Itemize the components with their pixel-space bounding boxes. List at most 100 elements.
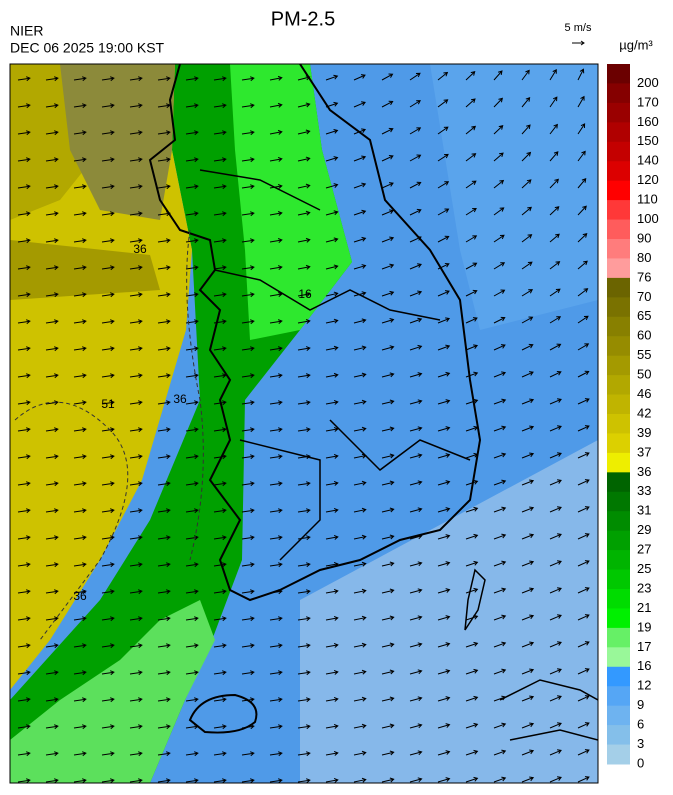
wind-arrow [129, 778, 143, 783]
wind-arrow [17, 778, 31, 783]
wind-arrow [465, 479, 479, 486]
wind-arrow [493, 70, 503, 81]
wind-arrow [325, 643, 339, 648]
wind-arrow [157, 778, 171, 783]
wind-arrow [213, 238, 227, 244]
wind-arrow [577, 560, 590, 567]
wind-arrow [129, 211, 143, 217]
wind-arrow [437, 344, 451, 351]
colorbar-segment [607, 744, 630, 765]
wind-arrow [129, 751, 143, 757]
wind-arrow [465, 533, 479, 540]
wind-arrow [129, 292, 143, 298]
wind-arrow [213, 643, 227, 649]
wind-arrow [129, 427, 143, 433]
wind-arrow [101, 535, 115, 541]
wind-arrow [101, 400, 115, 406]
colorbar-tick-label: 17 [637, 639, 651, 654]
wind-arrow [297, 210, 311, 216]
colorbar: 2001701601501401201101009080767065605550… [607, 64, 659, 770]
map: 16 36 51 36 36 [10, 64, 598, 783]
wind-arrow [521, 452, 535, 459]
wind-arrow [45, 481, 59, 487]
wind-arrow [241, 589, 255, 595]
wind-arrow [409, 615, 423, 621]
wind-arrow [381, 263, 395, 270]
colorbar-tick-label: 150 [637, 133, 659, 148]
wind-arrow [549, 560, 562, 567]
wind-arrow [577, 641, 590, 648]
wind-arrow [185, 562, 199, 568]
wind-arrow [269, 481, 283, 487]
wind-arrow [381, 127, 394, 135]
wind-arrow [297, 562, 311, 568]
wind-arrow [241, 373, 255, 379]
wind-arrow [269, 643, 283, 649]
colorbar-segment [607, 608, 630, 629]
wind-arrow [577, 506, 590, 513]
wind-arrow [437, 290, 450, 297]
colorbar-segment [607, 666, 630, 687]
wind-arrow [45, 157, 59, 163]
wind-arrow [577, 749, 590, 756]
colorbar-segment [607, 647, 630, 668]
wind-arrow [577, 668, 590, 675]
wind-arrow [297, 183, 311, 189]
wind-arrow [409, 480, 423, 486]
wind-arrow [353, 155, 367, 162]
wind-arrow [381, 399, 395, 405]
wind-arrow [241, 616, 255, 622]
wind-arrow [549, 151, 559, 162]
wind-arrow [549, 261, 561, 270]
wind-arrow [437, 696, 451, 702]
wind-arrow [353, 588, 367, 594]
wind-arrow [297, 264, 311, 270]
wind-arrow [465, 776, 479, 783]
wind-arrow [297, 481, 311, 487]
colorbar-tick-label: 29 [637, 522, 651, 537]
wind-arrow [129, 130, 143, 136]
wind-arrow [213, 130, 227, 136]
wind-arrow [17, 535, 31, 541]
wind-arrow [465, 641, 479, 648]
colorbar-segment [607, 83, 630, 104]
wind-arrow [73, 535, 87, 541]
wind-arrow [17, 157, 31, 163]
wind-arrow [381, 318, 395, 324]
wind-arrow [73, 400, 87, 406]
colorbar-segment [607, 433, 630, 454]
colorbar-segment [607, 686, 630, 707]
wind-arrow [101, 643, 115, 649]
colorbar-segment [607, 627, 630, 648]
wind-arrow [129, 562, 143, 568]
wind-arrow [297, 346, 311, 352]
wind-arrow [269, 535, 283, 541]
wind-arrow [549, 776, 562, 783]
wind-arrow [73, 427, 87, 433]
wind-arrow [353, 345, 367, 351]
wind-arrow [101, 184, 115, 190]
wind-arrow [437, 399, 451, 405]
wind-arrow [297, 319, 311, 324]
wind-arrow [101, 265, 115, 271]
wind-arrow [269, 616, 283, 622]
wind-arrow [493, 398, 507, 405]
colorbar-tick-label: 110 [637, 192, 658, 207]
wind-arrow [521, 206, 532, 216]
wind-arrow [521, 124, 531, 135]
wind-arrow [353, 723, 367, 729]
wind-arrow [129, 454, 143, 460]
wind-arrow [493, 425, 507, 432]
wind-arrow [577, 68, 585, 81]
wind-arrow [157, 292, 171, 298]
wind-arrow [73, 373, 87, 379]
wind-arrow [73, 697, 87, 703]
wind-arrows [17, 68, 590, 783]
wind-arrow [549, 288, 561, 297]
wind-arrow [241, 319, 255, 325]
colorbar-tick-label: 0 [637, 755, 644, 770]
colorbar-segment [607, 530, 630, 551]
colorbar-tick-label: 160 [637, 114, 659, 129]
wind-arrow [17, 265, 31, 271]
wind-arrow [45, 103, 59, 109]
